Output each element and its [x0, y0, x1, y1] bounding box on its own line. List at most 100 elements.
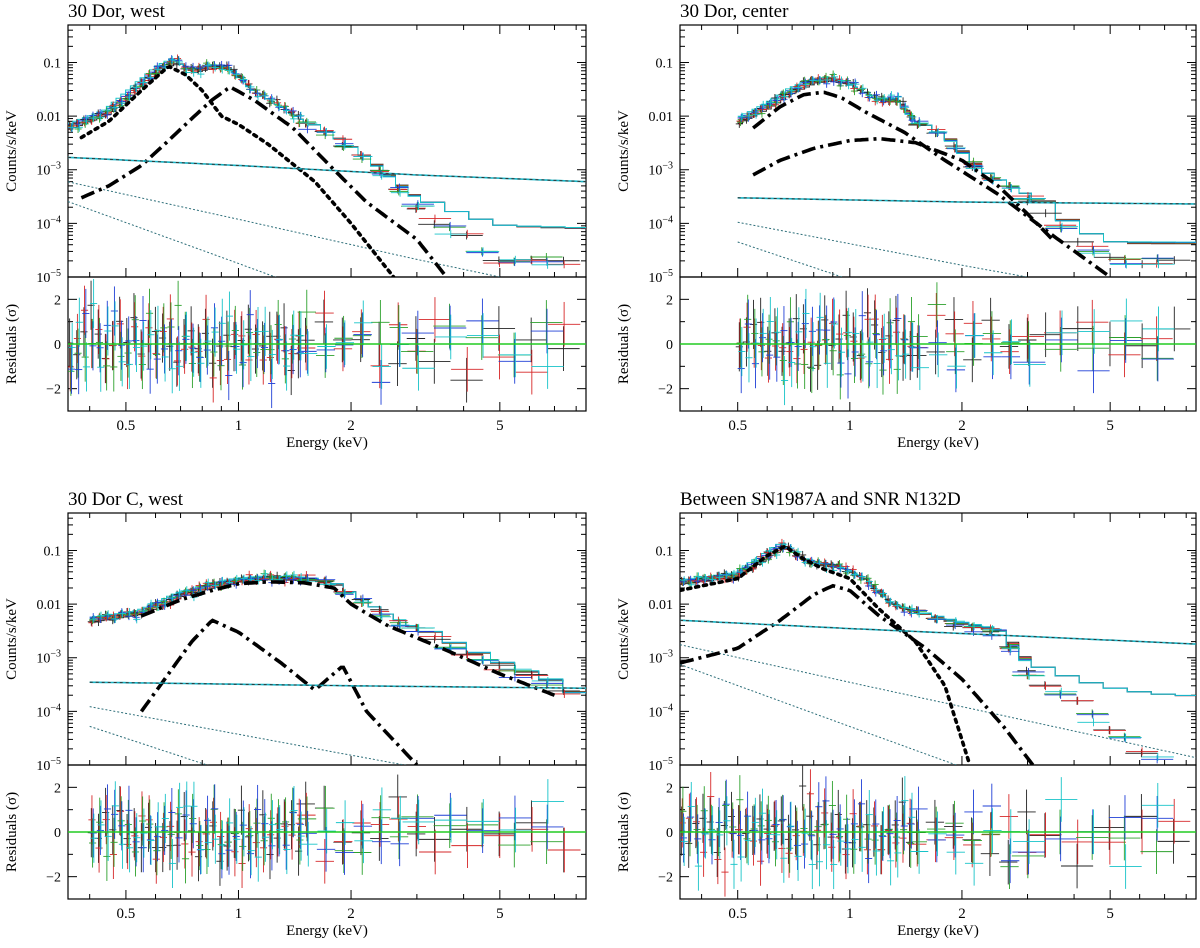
- spectrum-plot: [87, 569, 586, 765]
- thermal-component-1: [139, 618, 419, 765]
- residual-tick-label: 0: [666, 338, 673, 353]
- y-tick-label: 0.01: [649, 110, 674, 125]
- x-tick-label: 5: [496, 906, 504, 922]
- thermal-component-1: [680, 583, 1035, 765]
- panel-title: 30 Dor, center: [680, 1, 789, 22]
- x-tick-label: 5: [496, 418, 504, 434]
- residual-tick-label: 0: [54, 338, 61, 353]
- x-tick-label: 1: [235, 418, 243, 434]
- residual-tick-label: 0: [54, 826, 61, 841]
- model-step-0: [680, 545, 1196, 697]
- x-tick-label: 2: [347, 906, 355, 922]
- x-tick-label: 5: [1106, 906, 1114, 922]
- thermal-component-1: [80, 85, 448, 277]
- thermal-component-2: [79, 65, 396, 277]
- x-tick-label: 1: [846, 906, 854, 922]
- x-tick-label: 0.5: [728, 906, 747, 922]
- residual-plot: [87, 774, 581, 889]
- model-step-2: [89, 577, 586, 693]
- x-tick-label: 0.5: [117, 418, 136, 434]
- residual-tick-label: 2: [666, 293, 673, 308]
- minor-model-curve: [89, 706, 408, 765]
- y-tick-label: 10−4: [36, 214, 61, 232]
- y-tick-label: 10−4: [648, 214, 673, 232]
- power-law-dotted-overlay: [68, 156, 586, 183]
- x-axis-label: Energy (keV): [286, 435, 368, 451]
- minor-model-curve: [680, 663, 958, 765]
- model-step-2: [737, 78, 1196, 244]
- x-axis-label: Energy (keV): [897, 435, 979, 451]
- panel-title: 30 Dor C, west: [68, 489, 184, 510]
- spectrum-frame: [67, 512, 587, 766]
- residual-axis-label: Residuals (σ): [4, 304, 20, 384]
- y-tick-label: 10−3: [648, 649, 673, 667]
- model-step-4: [89, 575, 586, 694]
- x-tick-label: 1: [846, 418, 854, 434]
- y-tick-label: 10−3: [36, 161, 61, 179]
- spectrum-plot: [68, 54, 586, 277]
- panel-4: Between SN1987A and SNR N132D 0.5 1 2 5 Energ…: [616, 489, 1197, 939]
- y-axis-label: Counts/s/keV: [4, 598, 20, 680]
- model-step-2: [680, 544, 1196, 696]
- residual-axis-label: Residuals (σ): [616, 304, 632, 384]
- y-tick-label: 0.1: [656, 56, 674, 71]
- x-tick-label: 2: [347, 418, 355, 434]
- power-law-dotted-overlay: [737, 197, 1196, 205]
- x-axis-label: Energy (keV): [897, 923, 979, 939]
- residual-tick-label: −2: [658, 383, 673, 398]
- y-axis-label: Counts/s/keV: [616, 598, 632, 680]
- y-tick-label: 10−5: [36, 268, 61, 286]
- residual-tick-label: −2: [46, 383, 61, 398]
- panel-1: 30 Dor, west 0.5 1 2 5 Energy (keV) 0.1 0.01 10−…: [4, 1, 587, 451]
- residual-tick-label: −2: [46, 871, 61, 886]
- y-tick-label: 10−4: [36, 702, 61, 720]
- residual-tick-label: 0: [666, 826, 673, 841]
- x-axis-label: Energy (keV): [286, 923, 368, 939]
- y-tick-label: 0.01: [37, 110, 62, 125]
- residual-tick-label: 2: [666, 781, 673, 796]
- residual-plot: [735, 282, 1191, 406]
- model-step-0: [89, 579, 586, 693]
- panel-title: Between SN1987A and SNR N132D: [680, 489, 961, 510]
- y-axis-label: Counts/s/keV: [4, 110, 20, 192]
- panel-3: 30 Dor C, west 0.5 1 2 5 Energy (keV) 0.1 0.01 1…: [4, 489, 587, 939]
- y-tick-label: 10−3: [36, 649, 61, 667]
- y-tick-label: 0.1: [44, 56, 62, 71]
- residual-axis-label: Residuals (σ): [616, 792, 632, 872]
- y-tick-label: 0.01: [649, 598, 674, 613]
- x-tick-label: 5: [1106, 418, 1114, 434]
- model-step-3: [737, 77, 1196, 243]
- residual-axis-label: Residuals (σ): [4, 792, 20, 872]
- y-tick-label: 10−4: [648, 702, 673, 720]
- y-tick-label: 10−5: [648, 756, 673, 774]
- x-tick-label: 0.5: [117, 906, 136, 922]
- y-tick-label: 0.1: [44, 544, 62, 559]
- model-step-4: [737, 76, 1196, 243]
- minor-model-curve: [737, 241, 844, 277]
- residual-tick-label: 2: [54, 781, 61, 796]
- thermal-component-2: [680, 545, 972, 765]
- panel-title: 30 Dor, west: [68, 1, 166, 22]
- minor-model-curve: [680, 644, 1196, 759]
- y-tick-label: 0.01: [37, 598, 62, 613]
- thermal-component-2: [140, 580, 556, 697]
- thermal-component-1: [752, 90, 1112, 277]
- residual-tick-label: −2: [658, 871, 673, 886]
- y-tick-label: 10−5: [36, 756, 61, 774]
- y-tick-label: 0.1: [656, 544, 674, 559]
- model-step-4: [68, 58, 586, 228]
- thermal-component-2: [752, 136, 1054, 241]
- model-step-1: [680, 546, 1196, 697]
- residual-tick-label: 2: [54, 293, 61, 308]
- y-tick-label: 10−3: [648, 161, 673, 179]
- power-law-dotted-overlay: [680, 619, 1196, 645]
- model-step-1: [89, 578, 586, 693]
- x-tick-label: 1: [235, 906, 243, 922]
- x-tick-label: 2: [958, 906, 966, 922]
- x-tick-label: 0.5: [728, 418, 747, 434]
- power-law-dotted-overlay: [89, 681, 586, 689]
- residual-plot: [680, 765, 1191, 897]
- minor-model-curve: [68, 181, 503, 277]
- minor-model-curve: [737, 221, 1030, 277]
